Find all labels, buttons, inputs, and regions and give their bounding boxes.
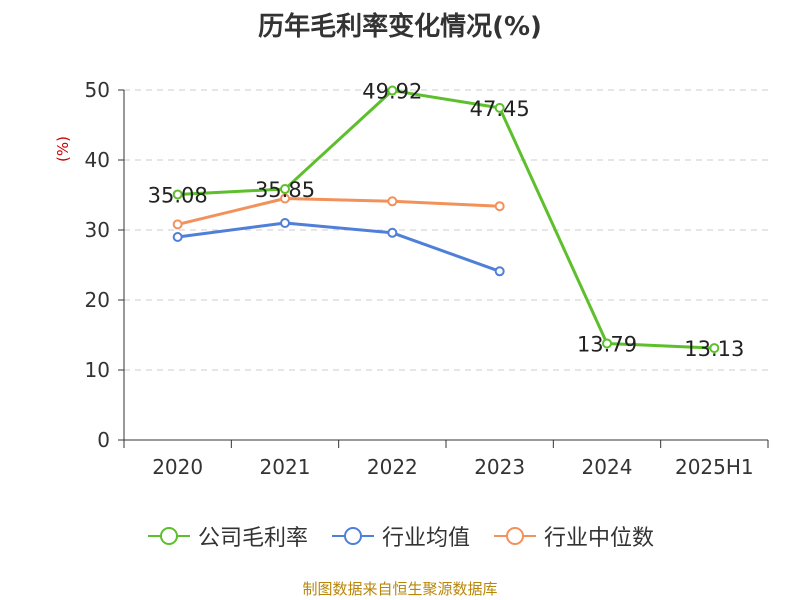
series-line (177, 197, 500, 226)
data-point (494, 266, 505, 277)
data-point (494, 102, 505, 113)
data-point (280, 184, 290, 195)
data-point (280, 193, 290, 204)
x-tick-label: 2024 (582, 455, 633, 479)
data-point (172, 232, 183, 242)
data-label: 13.13 (684, 337, 744, 361)
legend-item-industry-avg[interactable]: 行业均值 (330, 520, 470, 552)
y-tick-label: 10 (85, 358, 110, 382)
x-tick-label: 2021 (260, 455, 311, 479)
data-point (280, 218, 290, 228)
data-point (387, 85, 398, 96)
y-tick-label: 20 (85, 288, 110, 312)
data-point (172, 219, 183, 230)
x-tick-label: 2023 (474, 455, 525, 479)
chart-legend: 公司毛利率 行业均值 行业中位数 (0, 520, 800, 552)
series-line (177, 89, 715, 350)
x-tick-label: 2025H1 (675, 455, 754, 479)
data-label: 47.45 (470, 97, 530, 121)
legend-marker-industry-avg (331, 527, 374, 545)
legend-marker-company (147, 527, 190, 545)
legend-label-industry-median: 行业中位数 (544, 526, 655, 551)
legend-marker-industry-median (494, 527, 536, 545)
legend-item-company[interactable]: 公司毛利率 (146, 520, 308, 552)
legend-label-industry-avg: 行业均值 (381, 526, 470, 551)
y-tick-label: 40 (85, 148, 110, 172)
data-point (387, 227, 398, 238)
data-point (602, 338, 612, 349)
data-point (172, 189, 183, 200)
data-source: 制图数据来自恒生聚源数据库 (302, 580, 498, 598)
data-label: 35.08 (148, 183, 208, 207)
x-tick-label: 2020 (152, 455, 203, 479)
data-point (387, 196, 398, 207)
data-label: 49.92 (362, 80, 422, 104)
chart-title: 历年毛利率变化情况(%) (258, 12, 542, 42)
y-tick-label: 50 (85, 78, 110, 102)
y-tick-label: 0 (97, 428, 110, 452)
data-point (494, 201, 505, 212)
data-label: 13.79 (577, 332, 637, 356)
y-tick-label: 30 (85, 218, 110, 242)
data-label: 35.85 (255, 178, 315, 202)
x-tick-label: 2022 (367, 455, 418, 479)
legend-item-industry-median[interactable]: 行业中位数 (492, 520, 654, 552)
series-line (177, 221, 501, 273)
data-point (709, 343, 720, 354)
legend-label-company: 公司毛利率 (197, 526, 308, 551)
